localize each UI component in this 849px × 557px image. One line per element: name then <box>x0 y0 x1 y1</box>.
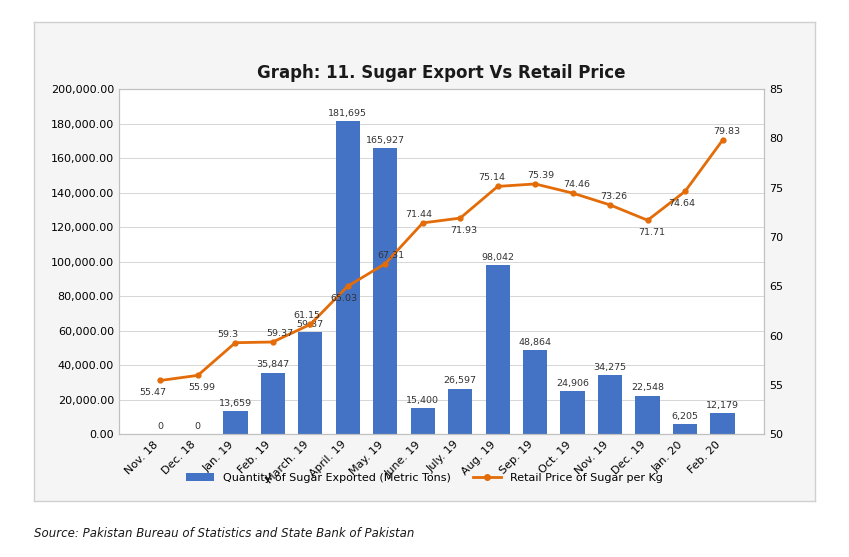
Retail Price of Sugar per Kg <box>530 180 540 187</box>
Retail Price of Sugar per Kg <box>305 321 315 328</box>
Retail Price of Sugar per Kg <box>193 372 203 379</box>
Retail Price of Sugar per Kg <box>680 188 690 195</box>
Text: 71.93: 71.93 <box>451 226 477 235</box>
Text: 75.14: 75.14 <box>479 173 506 183</box>
Text: 65.03: 65.03 <box>330 294 357 303</box>
Retail Price of Sugar per Kg <box>605 202 616 208</box>
Text: 79.83: 79.83 <box>713 127 739 136</box>
Text: 26,597: 26,597 <box>444 377 477 385</box>
Bar <box>335 121 360 434</box>
Bar <box>598 375 622 434</box>
Text: 165,927: 165,927 <box>366 136 405 145</box>
Bar <box>223 411 248 434</box>
Title: Graph: 11. Sugar Export Vs Retail Price: Graph: 11. Sugar Export Vs Retail Price <box>257 64 626 82</box>
Text: 13,659: 13,659 <box>219 399 252 408</box>
Text: 0: 0 <box>195 422 201 431</box>
Retail Price of Sugar per Kg <box>568 190 578 197</box>
Text: 12,179: 12,179 <box>706 402 739 411</box>
Bar <box>448 389 472 434</box>
Text: 6,205: 6,205 <box>672 412 699 421</box>
Text: 181,695: 181,695 <box>329 109 368 118</box>
Bar <box>635 395 660 434</box>
Text: 35,847: 35,847 <box>256 360 290 369</box>
Text: 98,042: 98,042 <box>481 253 514 262</box>
Bar <box>711 413 734 434</box>
Text: 55.47: 55.47 <box>139 388 166 397</box>
Bar <box>298 332 323 434</box>
Retail Price of Sugar per Kg <box>380 260 391 267</box>
Retail Price of Sugar per Kg <box>267 339 278 345</box>
Text: 15,400: 15,400 <box>406 396 439 405</box>
Text: 71.71: 71.71 <box>638 228 665 237</box>
Retail Price of Sugar per Kg <box>492 183 503 190</box>
Retail Price of Sugar per Kg <box>717 137 728 144</box>
Text: 67.31: 67.31 <box>377 251 404 260</box>
Text: 34,275: 34,275 <box>593 363 627 372</box>
Bar <box>523 350 548 434</box>
Line: Retail Price of Sugar per Kg: Retail Price of Sugar per Kg <box>158 138 725 383</box>
Text: 22,548: 22,548 <box>631 383 664 393</box>
Text: Source: Pakistan Bureau of Statistics and State Bank of Pakistan: Source: Pakistan Bureau of Statistics an… <box>34 527 414 540</box>
Bar <box>486 265 510 434</box>
Retail Price of Sugar per Kg <box>418 219 428 226</box>
Bar <box>261 373 285 434</box>
Legend: Quantity of Sugar Exported (Metric Tons), Retail Price of Sugar per Kg: Quantity of Sugar Exported (Metric Tons)… <box>182 468 667 487</box>
Text: 59.37: 59.37 <box>267 329 294 338</box>
Bar <box>560 392 585 434</box>
Text: 61.15: 61.15 <box>293 311 320 320</box>
Text: 73.26: 73.26 <box>600 192 627 201</box>
Bar <box>673 424 697 434</box>
Retail Price of Sugar per Kg <box>155 377 166 384</box>
Retail Price of Sugar per Kg <box>343 283 353 290</box>
Text: 0: 0 <box>157 422 163 431</box>
Text: 75.39: 75.39 <box>527 171 554 180</box>
Text: 71.44: 71.44 <box>406 210 432 219</box>
Text: 48,864: 48,864 <box>519 338 552 347</box>
Text: 59,37: 59,37 <box>297 320 323 329</box>
Text: 74.46: 74.46 <box>563 180 590 189</box>
Bar <box>373 148 397 434</box>
Text: 55.99: 55.99 <box>188 383 215 392</box>
Retail Price of Sugar per Kg <box>230 339 240 346</box>
Text: 59.3: 59.3 <box>217 330 239 339</box>
Text: 24,906: 24,906 <box>556 379 589 388</box>
Retail Price of Sugar per Kg <box>643 217 653 223</box>
Bar <box>411 408 435 434</box>
Text: 74.64: 74.64 <box>668 199 694 208</box>
Retail Price of Sugar per Kg <box>455 215 465 222</box>
